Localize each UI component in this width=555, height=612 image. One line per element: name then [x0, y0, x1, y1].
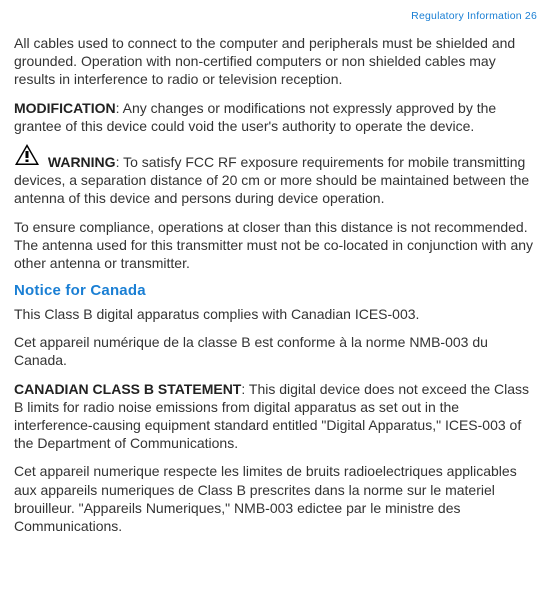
page-header: Regulatory Information 26	[14, 10, 537, 22]
canada-french-paragraph: Cet appareil numérique de la classe B es…	[14, 333, 537, 369]
warning-icon	[14, 143, 40, 171]
warning-paragraph: WARNING: To satisfy FCC RF exposure requ…	[14, 145, 537, 208]
canadian-french-paragraph: Cet appareil numerique respecte les limi…	[14, 462, 537, 535]
warning-section: WARNING: To satisfy FCC RF exposure requ…	[14, 145, 537, 208]
canada-english-paragraph: This Class B digital apparatus complies …	[14, 305, 537, 323]
canadian-statement-paragraph: CANADIAN CLASS B STATEMENT: This digital…	[14, 380, 537, 453]
compliance-paragraph: To ensure compliance, operations at clos…	[14, 218, 537, 273]
canadian-statement-label: CANADIAN CLASS B STATEMENT	[14, 381, 241, 397]
warning-label: WARNING	[48, 154, 116, 170]
modification-paragraph: MODIFICATION: Any changes or modificatio…	[14, 99, 537, 135]
canada-section-title: Notice for Canada	[14, 282, 537, 299]
modification-label: MODIFICATION	[14, 100, 116, 116]
cables-paragraph: All cables used to connect to the comput…	[14, 34, 537, 89]
